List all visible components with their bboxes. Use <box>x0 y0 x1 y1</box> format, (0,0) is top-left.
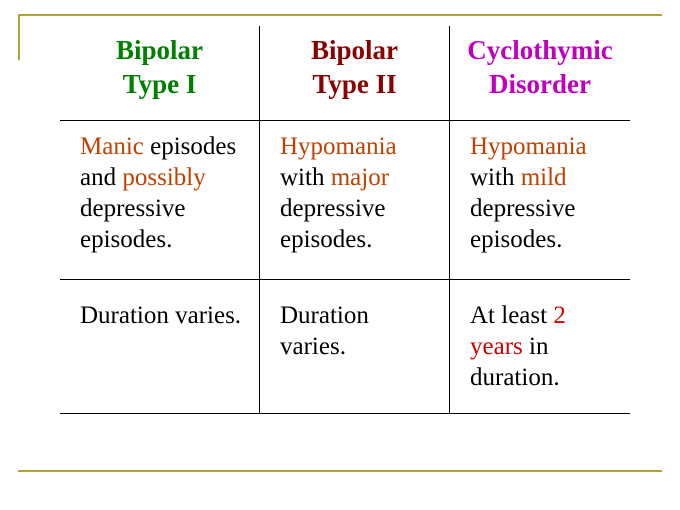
cell-text: depressive episodes. <box>280 195 386 253</box>
cell-text: Duration varies. <box>80 302 241 329</box>
table-row: Manic episodes and possibly depressive e… <box>60 120 630 280</box>
cell-text: At least <box>470 302 553 329</box>
highlight-word: Hypomania <box>470 133 587 160</box>
cell-episodes-bipolar-ii: Hypomania with major depressive episodes… <box>260 120 450 280</box>
frame-bottom-rule <box>18 470 662 472</box>
highlight-word: Hypomania <box>280 133 397 160</box>
cell-text: depressive episodes. <box>470 195 576 253</box>
header-text: Disorder <box>489 69 591 99</box>
comparison-table: Bipolar Type I Bipolar Type II Cyclothym… <box>60 26 630 414</box>
header-bipolar-type-ii: Bipolar Type II <box>260 26 450 120</box>
highlight-word: major <box>331 164 389 191</box>
cell-text: with <box>470 164 521 191</box>
highlight-word: Manic <box>80 133 144 160</box>
header-text: Type II <box>312 69 396 99</box>
header-text: Type I <box>123 69 197 99</box>
table-row: Duration varies. Duration varies. At lea… <box>60 280 630 415</box>
frame-top-rule <box>18 14 662 16</box>
header-cyclothymic: Cyclothymic Disorder <box>450 26 630 120</box>
cell-episodes-bipolar-i: Manic episodes and possibly depressive e… <box>60 120 260 280</box>
cell-episodes-cyclothymic: Hypomania with mild depressive episodes. <box>450 120 630 280</box>
header-text: Cyclothymic <box>467 35 612 65</box>
cell-text: with <box>280 164 331 191</box>
header-text: Bipolar <box>311 35 398 65</box>
cell-duration-bipolar-i: Duration varies. <box>60 280 260 415</box>
cell-duration-cyclothymic: At least 2 years in duration. <box>450 280 630 415</box>
cell-duration-bipolar-ii: Duration varies. <box>260 280 450 415</box>
table-header-row: Bipolar Type I Bipolar Type II Cyclothym… <box>60 26 630 120</box>
highlight-word: possibly <box>122 164 205 191</box>
cell-text: depressive episodes. <box>80 195 186 253</box>
highlight-word: mild <box>521 164 567 191</box>
frame-left-stub <box>18 14 20 60</box>
header-text: Bipolar <box>116 35 203 65</box>
header-bipolar-type-i: Bipolar Type I <box>60 26 260 120</box>
cell-text: Duration varies. <box>280 302 369 360</box>
